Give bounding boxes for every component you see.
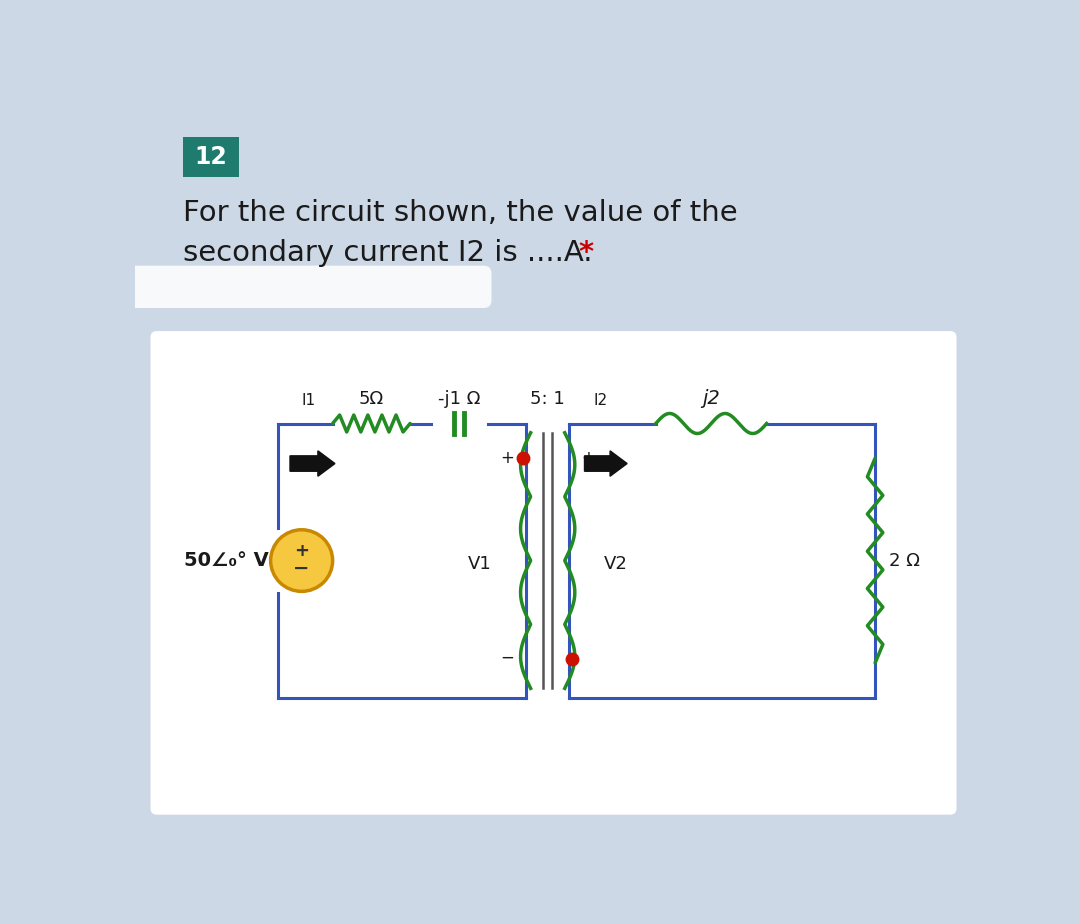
FancyArrow shape bbox=[584, 451, 627, 476]
Text: +: + bbox=[294, 542, 309, 560]
Text: 2 Ω: 2 Ω bbox=[889, 552, 920, 569]
FancyBboxPatch shape bbox=[183, 137, 239, 177]
Text: V1: V1 bbox=[468, 555, 491, 574]
Text: V2: V2 bbox=[604, 555, 627, 574]
Text: +: + bbox=[500, 449, 514, 468]
FancyArrow shape bbox=[291, 451, 335, 476]
Text: 5: 1: 5: 1 bbox=[530, 390, 565, 408]
Text: I2: I2 bbox=[594, 393, 608, 408]
Text: I1: I1 bbox=[301, 393, 315, 408]
FancyBboxPatch shape bbox=[150, 331, 957, 815]
Text: j2: j2 bbox=[702, 389, 720, 408]
Text: +: + bbox=[581, 449, 595, 468]
Text: For the circuit shown, the value of the: For the circuit shown, the value of the bbox=[183, 199, 738, 226]
Text: *: * bbox=[578, 238, 593, 267]
Circle shape bbox=[271, 529, 333, 591]
Text: −: − bbox=[294, 559, 310, 578]
FancyBboxPatch shape bbox=[127, 266, 491, 308]
Text: secondary current I2 is ....A.: secondary current I2 is ....A. bbox=[183, 238, 593, 267]
Text: 50∠₀° V: 50∠₀° V bbox=[185, 551, 269, 570]
Text: 12: 12 bbox=[194, 145, 227, 169]
Text: −: − bbox=[500, 649, 514, 666]
Text: -j1 Ω: -j1 Ω bbox=[438, 390, 481, 408]
Text: 5Ω: 5Ω bbox=[359, 390, 383, 408]
